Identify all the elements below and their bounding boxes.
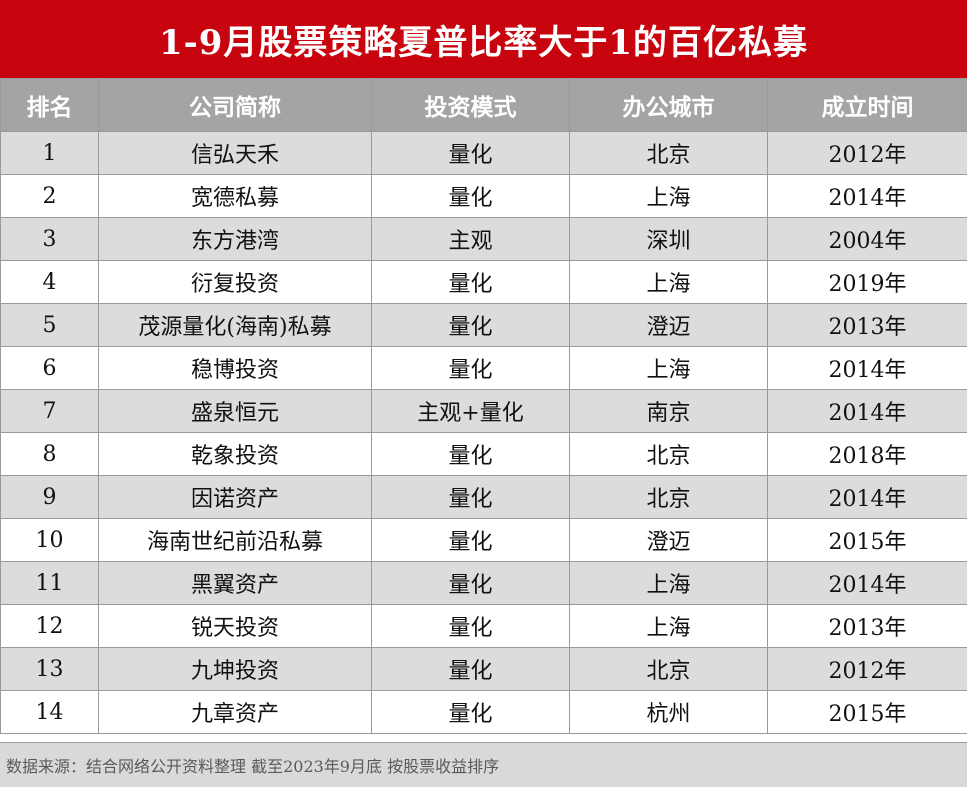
- cell-city: 澄迈: [569, 518, 768, 562]
- table-row: 6 稳博投资 量化 上海 2014年: [0, 346, 967, 390]
- cell-city: 北京: [569, 475, 768, 519]
- table-row: 1 信弘天禾 量化 北京 2012年: [0, 131, 967, 175]
- header-rank: 排名: [0, 78, 99, 132]
- cell-founded: 2014年: [767, 346, 967, 390]
- cell-rank: 13: [0, 647, 99, 691]
- cell-rank: 2: [0, 174, 99, 218]
- table-row: 5 茂源量化(海南)私募 量化 澄迈 2013年: [0, 303, 967, 347]
- cell-strategy: 量化: [371, 131, 570, 175]
- cell-city: 上海: [569, 260, 768, 304]
- table-title: 1-9月股票策略夏普比率大于1的百亿私募: [0, 0, 967, 78]
- cell-rank: 14: [0, 690, 99, 734]
- cell-founded: 2014年: [767, 389, 967, 433]
- cell-founded: 2018年: [767, 432, 967, 476]
- cell-company: 因诺资产: [98, 475, 372, 519]
- cell-founded: 2019年: [767, 260, 967, 304]
- cell-founded: 2014年: [767, 174, 967, 218]
- cell-strategy: 量化: [371, 475, 570, 519]
- cell-city: 上海: [569, 346, 768, 390]
- table-row: 13 九坤投资 量化 北京 2012年: [0, 647, 967, 691]
- cell-founded: 2012年: [767, 647, 967, 691]
- cell-city: 北京: [569, 432, 768, 476]
- cell-city: 杭州: [569, 690, 768, 734]
- cell-company: 宽德私募: [98, 174, 372, 218]
- cell-company: 衍复投资: [98, 260, 372, 304]
- table-row: 10 海南世纪前沿私募 量化 澄迈 2015年: [0, 518, 967, 562]
- cell-founded: 2014年: [767, 475, 967, 519]
- cell-company: 黑翼资产: [98, 561, 372, 605]
- cell-company: 信弘天禾: [98, 131, 372, 175]
- table-row: 4 衍复投资 量化 上海 2019年: [0, 260, 967, 304]
- cell-company: 东方港湾: [98, 217, 372, 261]
- cell-strategy: 量化: [371, 174, 570, 218]
- cell-company: 茂源量化(海南)私募: [98, 303, 372, 347]
- header-founded: 成立时间: [767, 78, 967, 132]
- table-row: 12 锐天投资 量化 上海 2013年: [0, 604, 967, 648]
- cell-rank: 12: [0, 604, 99, 648]
- cell-rank: 1: [0, 131, 99, 175]
- cell-founded: 2012年: [767, 131, 967, 175]
- cell-rank: 9: [0, 475, 99, 519]
- cell-rank: 8: [0, 432, 99, 476]
- cell-company: 海南世纪前沿私募: [98, 518, 372, 562]
- cell-company: 九坤投资: [98, 647, 372, 691]
- cell-rank: 3: [0, 217, 99, 261]
- cell-rank: 5: [0, 303, 99, 347]
- cell-founded: 2013年: [767, 303, 967, 347]
- cell-founded: 2015年: [767, 518, 967, 562]
- cell-founded: 2015年: [767, 690, 967, 734]
- cell-city: 上海: [569, 604, 768, 648]
- cell-strategy: 量化: [371, 260, 570, 304]
- cell-strategy: 主观: [371, 217, 570, 261]
- cell-rank: 6: [0, 346, 99, 390]
- cell-rank: 10: [0, 518, 99, 562]
- cell-strategy: 量化: [371, 561, 570, 605]
- header-company: 公司简称: [98, 78, 372, 132]
- table-row: 14 九章资产 量化 杭州 2015年: [0, 690, 967, 734]
- cell-founded: 2014年: [767, 561, 967, 605]
- cell-city: 北京: [569, 131, 768, 175]
- cell-city: 南京: [569, 389, 768, 433]
- cell-city: 上海: [569, 174, 768, 218]
- cell-strategy: 量化: [371, 432, 570, 476]
- cell-strategy: 量化: [371, 647, 570, 691]
- cell-rank: 7: [0, 389, 99, 433]
- cell-city: 北京: [569, 647, 768, 691]
- cell-strategy: 量化: [371, 604, 570, 648]
- header-city: 办公城市: [569, 78, 768, 132]
- cell-strategy: 量化: [371, 518, 570, 562]
- cell-strategy: 量化: [371, 303, 570, 347]
- table-row: 9 因诺资产 量化 北京 2014年: [0, 475, 967, 519]
- cell-company: 锐天投资: [98, 604, 372, 648]
- cell-rank: 11: [0, 561, 99, 605]
- cell-city: 澄迈: [569, 303, 768, 347]
- header-row: 排名 公司简称 投资模式 办公城市 成立时间: [0, 78, 967, 132]
- table-row: 2 宽德私募 量化 上海 2014年: [0, 174, 967, 218]
- source-note: 数据来源：结合网络公开资料整理 截至2023年9月底 按股票收益排序: [0, 742, 967, 787]
- cell-city: 深圳: [569, 217, 768, 261]
- table-row: 3 东方港湾 主观 深圳 2004年: [0, 217, 967, 261]
- header-strategy: 投资模式: [371, 78, 570, 132]
- cell-strategy: 量化: [371, 346, 570, 390]
- cell-strategy: 主观+量化: [371, 389, 570, 433]
- table-row: 8 乾象投资 量化 北京 2018年: [0, 432, 967, 476]
- cell-company: 稳博投资: [98, 346, 372, 390]
- cell-founded: 2013年: [767, 604, 967, 648]
- cell-company: 九章资产: [98, 690, 372, 734]
- cell-rank: 4: [0, 260, 99, 304]
- table-row: 7 盛泉恒元 主观+量化 南京 2014年: [0, 389, 967, 433]
- cell-founded: 2004年: [767, 217, 967, 261]
- table-row: 11 黑翼资产 量化 上海 2014年: [0, 561, 967, 605]
- ranking-table: 排名 公司简称 投资模式 办公城市 成立时间 1 信弘天禾 量化 北京 2012…: [0, 78, 967, 734]
- cell-company: 乾象投资: [98, 432, 372, 476]
- cell-strategy: 量化: [371, 690, 570, 734]
- cell-company: 盛泉恒元: [98, 389, 372, 433]
- cell-city: 上海: [569, 561, 768, 605]
